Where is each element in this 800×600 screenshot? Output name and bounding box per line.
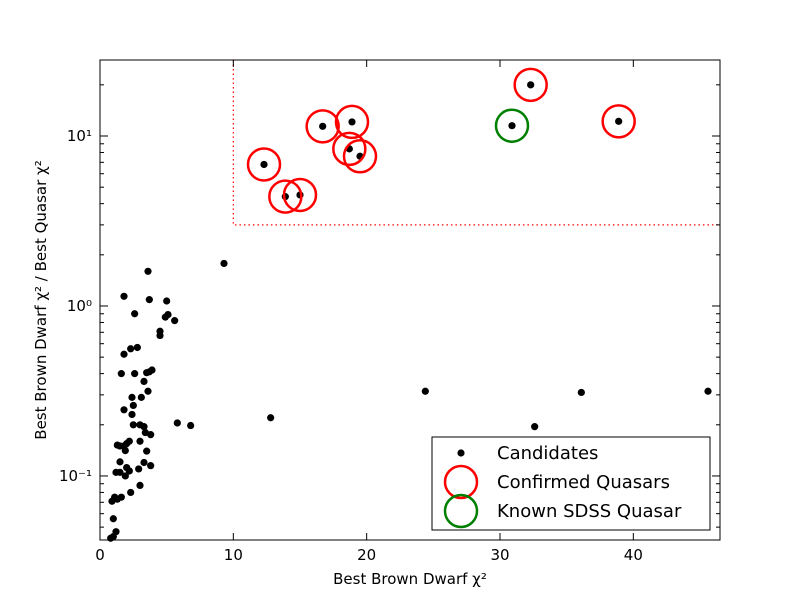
region-boundary-line bbox=[232, 60, 720, 226]
confirmed-quasar-marker bbox=[332, 131, 367, 167]
x-tick-label: 40 bbox=[624, 546, 643, 564]
x-tick-label: 10 bbox=[224, 546, 243, 564]
candidate-point bbox=[508, 122, 516, 130]
candidate-point bbox=[129, 421, 137, 429]
candidate-point bbox=[128, 410, 136, 419]
candidate-point bbox=[133, 343, 141, 352]
y-tick-label: 10¹ bbox=[67, 127, 92, 145]
candidate-point bbox=[137, 393, 145, 401]
axis-ticks: 0 10 20 30 40 10⁻¹ 10⁰ 10¹ bbox=[59, 60, 720, 564]
candidate-point bbox=[164, 310, 172, 319]
selection-region bbox=[232, 60, 720, 226]
candidate-point bbox=[127, 345, 135, 353]
candidate-point bbox=[531, 423, 539, 431]
candidate-point bbox=[129, 401, 137, 410]
data-marks bbox=[107, 67, 712, 542]
candidate-point bbox=[121, 472, 129, 480]
candidate-point bbox=[143, 447, 151, 455]
candidate-point bbox=[117, 493, 125, 501]
y-axis-label: Best Brown Dwarf χ² / Best Quasar χ² bbox=[32, 160, 50, 439]
legend-candidate-marker bbox=[457, 449, 465, 457]
candidate-point bbox=[127, 488, 135, 497]
candidate-point bbox=[144, 387, 152, 395]
candidate-point bbox=[140, 377, 148, 386]
candidate-point bbox=[147, 462, 155, 470]
x-axis-label: Best Brown Dwarf χ² bbox=[333, 570, 487, 588]
confirmed-quasar-marker bbox=[601, 104, 636, 139]
x-tick-label: 30 bbox=[490, 546, 509, 564]
candidate-point bbox=[135, 465, 143, 473]
candidate-point bbox=[136, 481, 144, 489]
candidate-point bbox=[577, 388, 585, 397]
candidate-point bbox=[156, 327, 164, 335]
confirmed-quasar-marker bbox=[342, 139, 378, 174]
candidate-point bbox=[173, 419, 181, 427]
candidate-point bbox=[267, 414, 275, 422]
candidate-point bbox=[128, 393, 136, 401]
candidate-point bbox=[116, 458, 124, 466]
confirmed-quasar-marker bbox=[334, 104, 370, 140]
candidate-point bbox=[147, 431, 155, 439]
x-tick-label: 0 bbox=[95, 546, 105, 564]
known-sdss-quasar-marker bbox=[494, 108, 530, 143]
candidate-point bbox=[220, 259, 228, 268]
legend-box bbox=[431, 436, 711, 531]
legend-label: Known SDSS Quasar bbox=[497, 501, 682, 522]
candidate-point bbox=[163, 297, 171, 305]
candidate-point bbox=[120, 292, 128, 300]
legend-label: Candidates bbox=[497, 443, 598, 464]
confirmed-quasar-marker bbox=[305, 109, 340, 144]
confirmed-quasar-marker bbox=[513, 67, 548, 103]
candidate-point bbox=[145, 296, 153, 304]
candidate-point bbox=[140, 423, 148, 431]
confirmed-quasar-marker bbox=[246, 147, 282, 182]
plot-frame bbox=[99, 59, 721, 541]
confirmed-quasar-marker bbox=[282, 177, 318, 213]
legend-label: Confirmed Quasars bbox=[497, 472, 670, 493]
candidate-point bbox=[319, 122, 327, 130]
candidate-point bbox=[131, 310, 139, 318]
legend: Candidates Confirmed Quasars Known SDSS Qu… bbox=[431, 436, 711, 531]
x-tick-label: 20 bbox=[357, 546, 376, 564]
candidate-point bbox=[116, 468, 124, 476]
candidate-point bbox=[260, 160, 268, 169]
candidate-point bbox=[704, 387, 712, 395]
y-tick-label: 10⁻¹ bbox=[59, 467, 92, 485]
candidate-point bbox=[144, 267, 152, 275]
candidate-point bbox=[120, 350, 128, 358]
legend-sdss-marker bbox=[443, 493, 479, 529]
candidate-point bbox=[615, 117, 623, 125]
confirmed-quasar-marker bbox=[268, 179, 303, 214]
candidate-point bbox=[136, 437, 144, 445]
legend-confirmed-marker bbox=[443, 464, 479, 500]
candidate-point bbox=[131, 370, 139, 378]
y-tick-label: 10⁰ bbox=[67, 297, 92, 315]
candidate-point bbox=[348, 118, 356, 126]
candidate-point bbox=[117, 370, 125, 378]
candidate-point bbox=[187, 421, 195, 430]
candidate-point bbox=[109, 515, 117, 523]
candidate-point bbox=[120, 406, 128, 414]
candidate-point bbox=[527, 81, 535, 89]
candidate-point bbox=[123, 440, 131, 448]
candidate-point bbox=[140, 458, 148, 467]
candidate-point bbox=[116, 442, 124, 450]
candidate-point bbox=[171, 317, 179, 325]
candidate-point bbox=[148, 366, 156, 374]
candidate-point bbox=[421, 387, 429, 395]
candidate-point bbox=[123, 463, 131, 472]
candidate-point bbox=[112, 528, 120, 536]
